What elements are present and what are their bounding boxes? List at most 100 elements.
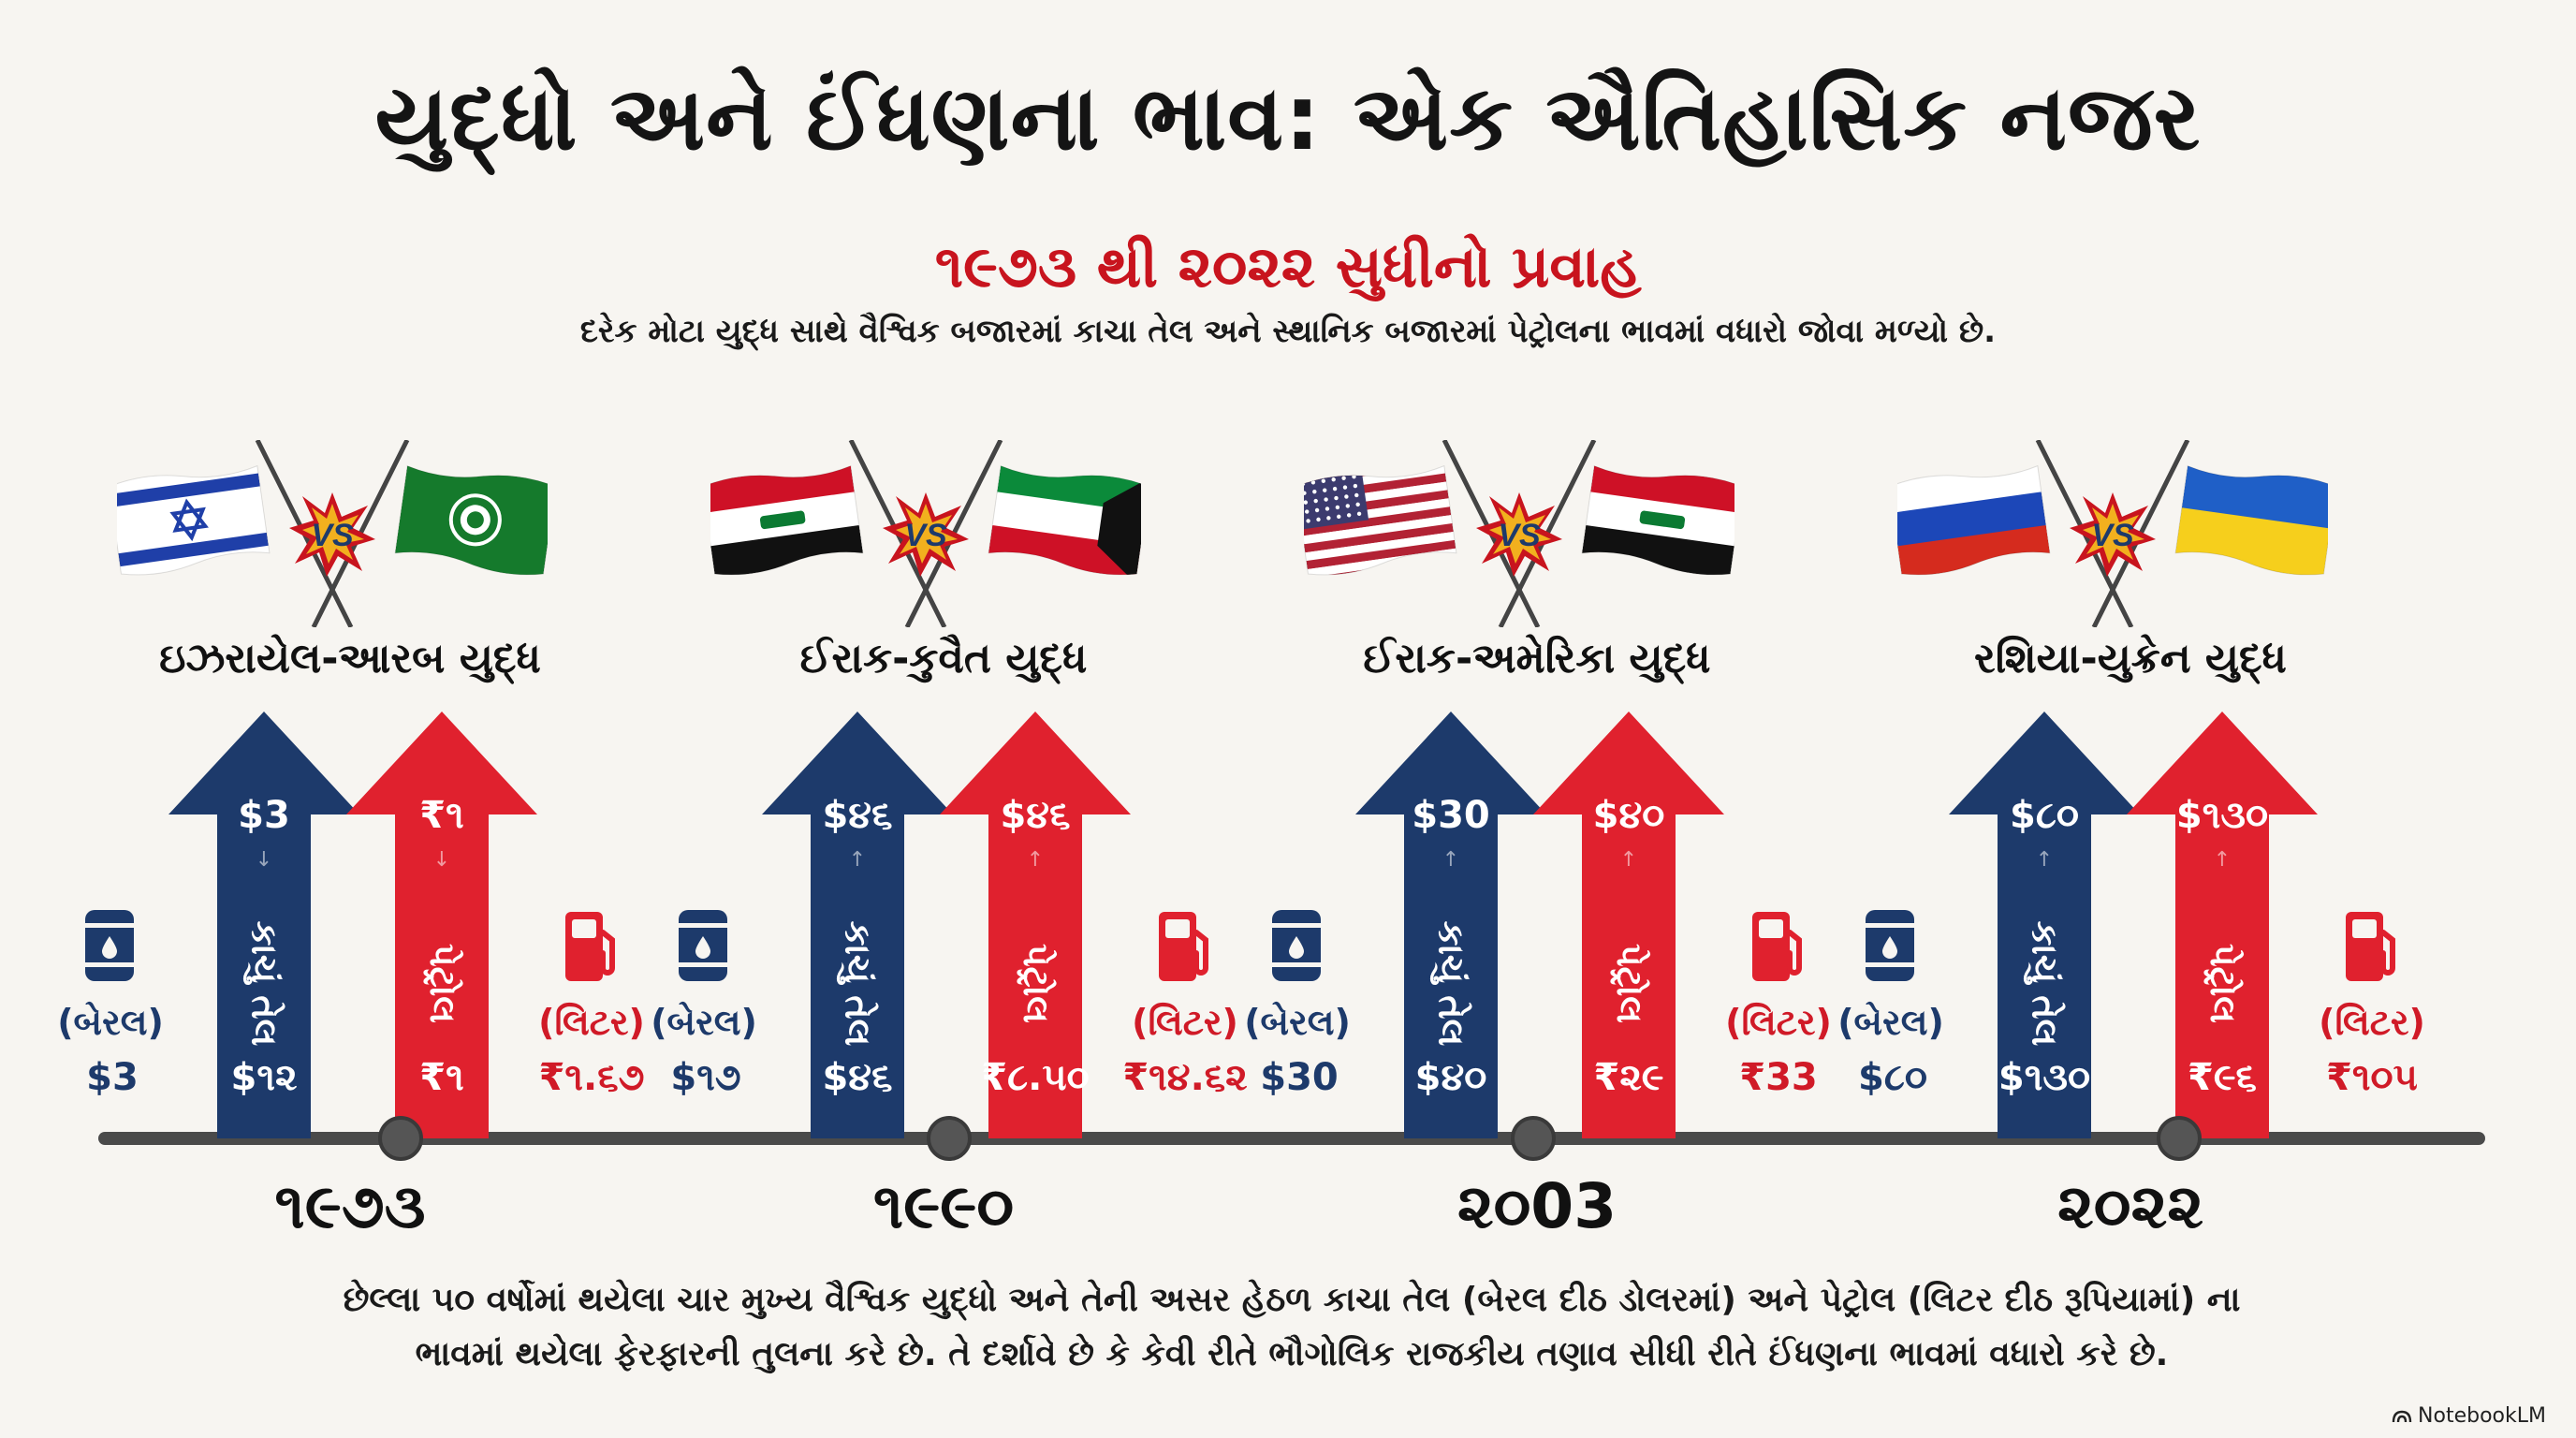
petrol-arrow: $૧૩૦ ↑ પેટ્રોલ ₹૯૬ — [2127, 712, 2318, 1138]
svg-text:VS: VS — [1498, 518, 1541, 553]
flags-usa-vs-iraq: VS — [1304, 440, 1734, 627]
litre-unit-label: (લિટર) — [1725, 1002, 1832, 1043]
oil-barrel-icon — [1270, 910, 1323, 981]
trend-icon: ↑ — [1442, 848, 1460, 872]
brand-name: NotebookLM — [2418, 1404, 2546, 1428]
crude-oil-label: કાચું તેલ — [1430, 920, 1472, 1046]
trend-icon: ↑ — [848, 848, 867, 872]
trend-icon: ↓ — [255, 848, 273, 872]
petrol-start-price: $૪૦ — [1592, 794, 1665, 837]
litre-price: ₹૧.૬૭ — [538, 1056, 645, 1099]
trend-icon: ↑ — [2035, 848, 2054, 872]
petrol-arrow: $૪૬ ↑ પેટ્રોલ ₹૮.૫૦ — [940, 712, 1131, 1138]
trend-icon: ↑ — [1026, 848, 1045, 872]
timeline-node — [1511, 1116, 1556, 1161]
footer-text: છેલ્લા ૫૦ વર્ષોમાં થયેલા ચાર મુખ્ય વૈશ્વ… — [168, 1273, 2415, 1382]
trend-icon: ↑ — [2213, 848, 2232, 872]
petrol-label: પેટ્રોલ — [1608, 943, 1650, 1023]
flags-iraq-vs-kuwait: VS — [710, 440, 1141, 627]
era-2: VS ઈરાક-અમેરિકા યુદ્ધ $30 ↑ કાચું તેલ $૪… — [1215, 0, 1859, 1255]
svg-text:VS: VS — [2091, 518, 2134, 553]
era-year: ૨૦03 — [1456, 1170, 1617, 1242]
litre-unit-label: (લિટર) — [2319, 1002, 2425, 1043]
crude-oil-arrow: $3 ↓ કાચું તેલ $૧૨ — [168, 712, 359, 1138]
crude-oil-label: કાચું તેલ — [837, 920, 879, 1046]
barrel-unit-label: (બેરલ) — [651, 1002, 757, 1043]
vs-burst-icon: VS — [883, 492, 969, 577]
barrel-unit-label: (બેરલ) — [57, 1002, 164, 1043]
barrel-price: $૮૦ — [1858, 1056, 1927, 1099]
crude-oil-label: કાચું તેલ — [243, 920, 285, 1046]
footer-line-1: છેલ્લા ૫૦ વર્ષોમાં થયેલા ચાર મુખ્ય વૈશ્વ… — [343, 1281, 2241, 1319]
timeline-line — [98, 1132, 2485, 1145]
war-name: રશિયા-યુક્રેન યુદ્ધ — [1974, 635, 2287, 682]
crude-oil-arrow: $30 ↑ કાચું તેલ $૪૦ — [1355, 712, 1546, 1138]
litre-price: ₹33 — [1739, 1056, 1818, 1099]
crude-oil-end-price: $૧૨ — [230, 1056, 298, 1099]
barrel-unit-label: (બેરલ) — [1244, 1002, 1351, 1043]
oil-barrel-icon — [83, 910, 136, 981]
crude-oil-arrow: $૪૬ ↑ કાચું તેલ $૪૬ — [762, 712, 953, 1138]
fuel-pump-icon — [1752, 912, 1802, 981]
era-1: VS ઈરાક-કુવૈત યુદ્ધ $૪૬ ↑ કાચું તેલ $૪૬ … — [622, 0, 1266, 1255]
petrol-label: પેટ્રોલ — [2202, 943, 2244, 1023]
svg-text:VS: VS — [904, 518, 947, 553]
era-3: VS રશિયા-યુક્રેન યુદ્ધ $૮૦ ↑ કાચું તેલ $… — [1808, 0, 2452, 1255]
petrol-start-price: $૪૬ — [1000, 794, 1071, 837]
petrol-arrow: $૪૦ ↑ પેટ્રોલ ₹૨૯ — [1533, 712, 1724, 1138]
litre-price: ₹૧૦૫ — [2326, 1056, 2418, 1099]
fuel-pump-icon — [565, 912, 615, 981]
era-year: ૧૯૭૩ — [274, 1170, 426, 1242]
footer-line-2: ભાવમાં થયેલા ફેરફારની તુલના કરે છે. તે દ… — [415, 1335, 2169, 1373]
petrol-arrow: ₹૧ ↓ પેટ્રોલ ₹૧ — [346, 712, 537, 1138]
crude-oil-end-price: $૪૦ — [1414, 1056, 1487, 1099]
petrol-end-price: ₹૯૬ — [2188, 1056, 2257, 1099]
page-title: યુદ્ધો અને ઈંધણના ભાવ: એક ઐતિહાસિક નજર — [374, 66, 2202, 170]
crude-oil-start-price: $3 — [238, 794, 290, 837]
petrol-end-price: ₹૮.૫૦ — [981, 1056, 1090, 1099]
oil-barrel-icon — [1864, 910, 1916, 981]
flags-russia-vs-ukraine: VS — [1897, 440, 2328, 627]
vs-burst-icon: VS — [2070, 492, 2156, 577]
petrol-start-price: $૧૩૦ — [2175, 794, 2269, 837]
litre-price: ₹૧૪.૬૨ — [1122, 1056, 1248, 1099]
petrol-end-price: ₹૨૯ — [1593, 1056, 1664, 1099]
era-year: ૧૯૯૦ — [872, 1170, 1015, 1242]
crude-oil-end-price: $૪૬ — [822, 1056, 893, 1099]
war-name: ઈરાક-કુવૈત યુદ્ધ — [799, 635, 1088, 682]
page-description: દરેક મોટા યુદ્ધ સાથે વૈશ્વિક બજારમાં કાચ… — [579, 313, 1997, 350]
timeline-node — [378, 1116, 423, 1161]
barrel-unit-label: (બેરલ) — [1837, 1002, 1944, 1043]
war-name: ઇઝરાયેલ-આરબ યુદ્ધ — [159, 635, 541, 682]
fuel-pump-icon — [2346, 912, 2395, 981]
litre-unit-label: (લિટર) — [1132, 1002, 1238, 1043]
petrol-start-price: ₹૧ — [419, 794, 464, 837]
trend-icon: ↓ — [432, 848, 451, 872]
crude-oil-label: કાચું તેલ — [2024, 920, 2066, 1046]
oil-barrel-icon — [677, 910, 729, 981]
era-0: VS ઇઝરાયેલ-આરબ યુદ્ધ $3 ↓ કાચું તેલ $૧૨ … — [28, 0, 672, 1255]
barrel-price: $3 — [86, 1056, 139, 1099]
page-subtitle: ૧૯૭૩ થી ૨૦૨૨ સુધીનો પ્રવાહ — [934, 232, 1642, 301]
notebooklm-logo-icon — [2392, 1410, 2412, 1422]
svg-text:VS: VS — [311, 518, 354, 553]
war-name: ઈરાક-અમેરિકા યુદ્ધ — [1363, 635, 1711, 682]
trend-icon: ↑ — [1619, 848, 1638, 872]
crude-oil-start-price: $૪૬ — [822, 794, 893, 837]
barrel-price: $૧૭ — [670, 1056, 741, 1099]
timeline-node — [927, 1116, 972, 1161]
fuel-pump-icon — [1159, 912, 1208, 981]
petrol-label: પેટ્રોલ — [1015, 943, 1057, 1023]
crude-oil-start-price: $૮૦ — [2010, 794, 2079, 837]
petrol-end-price: ₹૧ — [419, 1056, 464, 1099]
flags-israel-vs-arab-league: VS — [117, 440, 548, 627]
era-year: ૨૦૨૨ — [2057, 1170, 2203, 1242]
crude-oil-start-price: $30 — [1412, 794, 1490, 837]
vs-burst-icon: VS — [1476, 492, 1562, 577]
litre-unit-label: (લિટર) — [538, 1002, 645, 1043]
vs-burst-icon: VS — [289, 492, 375, 577]
brand-watermark: NotebookLM — [2392, 1404, 2546, 1428]
barrel-price: $30 — [1260, 1056, 1339, 1099]
crude-oil-arrow: $૮૦ ↑ કાચું તેલ $૧૩૦ — [1949, 712, 2140, 1138]
crude-oil-end-price: $૧૩૦ — [1998, 1056, 2091, 1099]
